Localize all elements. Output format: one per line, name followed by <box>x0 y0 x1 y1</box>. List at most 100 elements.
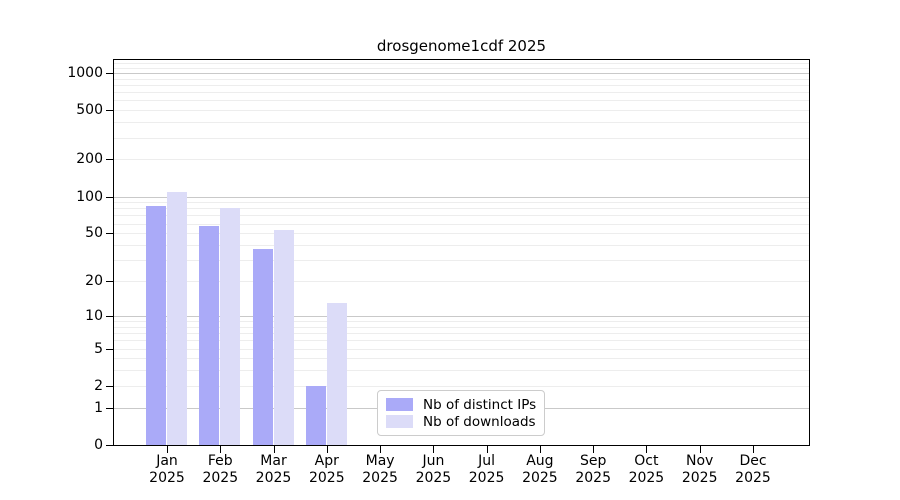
y-tick <box>106 110 113 112</box>
minor-gridline <box>114 370 809 372</box>
month-label: Apr <box>314 453 339 469</box>
x-tick <box>220 446 222 453</box>
y-tick <box>106 348 113 350</box>
y-tick-label: 20 <box>85 273 103 289</box>
y-tick-label: 500 <box>76 102 103 119</box>
month-label: Aug <box>526 453 554 469</box>
minor-gridline <box>114 321 809 322</box>
month-label: Sep <box>579 453 607 469</box>
x-tick <box>326 446 328 453</box>
minor-gridline <box>114 137 809 139</box>
x-tick-label-jan: Jan 2025 <box>137 453 197 487</box>
distinct-ips-swatch <box>386 398 413 411</box>
year-label: 2025 <box>522 470 558 486</box>
year-label: 2025 <box>628 470 665 486</box>
minor-gridline <box>114 92 809 94</box>
x-tick <box>167 446 168 453</box>
legend: Nb of distinct IPs Nb of downloads <box>377 390 545 436</box>
minor-gridline <box>114 159 809 161</box>
minor-gridline <box>114 110 809 112</box>
minor-gridline <box>114 358 809 360</box>
year-label: 2025 <box>681 470 718 486</box>
major-gridline <box>114 196 809 198</box>
x-tick-label-feb: Feb 2025 <box>190 453 250 487</box>
major-gridline <box>114 315 809 317</box>
minor-gridline <box>114 223 809 225</box>
x-tick <box>753 446 754 453</box>
year-label: 2025 <box>308 470 345 486</box>
x-tick <box>273 446 275 453</box>
y-tick-label: 50 <box>85 225 103 242</box>
bar-distinct-ips-jan <box>146 206 166 445</box>
x-tick <box>539 446 541 453</box>
month-label: Feb <box>207 453 233 469</box>
x-tick-label-sep: Sep 2025 <box>563 453 623 487</box>
y-tick-label: 5 <box>94 340 103 357</box>
minor-gridline <box>114 245 809 246</box>
x-tick-label-aug: Aug 2025 <box>510 453 570 487</box>
x-tick-label-mar: Mar 2025 <box>244 453 304 487</box>
minor-gridline <box>114 340 809 342</box>
x-tick <box>699 446 701 453</box>
y-tick <box>106 72 113 74</box>
plot-area <box>113 59 810 446</box>
month-label: Jul <box>478 453 496 469</box>
y-tick <box>106 407 113 409</box>
minor-gridline <box>114 348 809 350</box>
month-label: Dec <box>739 453 767 469</box>
minor-gridline <box>114 208 809 210</box>
minor-gridline <box>114 260 809 262</box>
y-tick-label: 2 <box>94 377 103 394</box>
bar-downloads-apr <box>326 302 347 445</box>
bar-distinct-ips-apr <box>305 385 326 445</box>
x-tick-label-jul: Jul 2025 <box>457 453 517 487</box>
month-label: Jun <box>422 453 445 469</box>
y-tick-label: 1 <box>94 399 103 416</box>
bar-distinct-ips-feb <box>199 226 220 445</box>
y-tick-label: 200 <box>76 151 103 168</box>
x-tick <box>593 446 595 453</box>
major-gridline <box>114 72 809 74</box>
minor-gridline <box>114 215 809 217</box>
year-label: 2025 <box>575 470 611 486</box>
x-tick-label-apr: Apr 2025 <box>297 453 357 487</box>
minor-gridline <box>114 385 809 387</box>
y-tick <box>106 196 113 198</box>
minor-gridline <box>114 67 809 69</box>
y-tick-label: 0 <box>94 437 103 453</box>
legend-label: Nb of downloads <box>423 413 536 430</box>
bar-distinct-ips-mar <box>252 249 273 445</box>
month-label: Oct <box>634 453 659 469</box>
year-label: 2025 <box>468 470 505 486</box>
bar-downloads-feb <box>220 208 241 445</box>
x-tick-label-nov: Nov 2025 <box>670 453 730 487</box>
month-label: Jan <box>156 453 178 469</box>
x-tick-label-dec: Dec 2025 <box>723 453 783 487</box>
downloads-swatch <box>386 415 413 428</box>
x-tick <box>486 446 488 453</box>
y-tick <box>106 385 113 387</box>
year-label: 2025 <box>149 470 185 486</box>
y-tick-label: 1000 <box>67 64 103 81</box>
minor-gridline <box>114 333 809 334</box>
x-tick <box>646 446 648 453</box>
y-tick <box>106 281 113 282</box>
x-tick-label-oct: Oct 2025 <box>616 453 676 487</box>
legend-label: Nb of distinct IPs <box>423 396 537 413</box>
minor-gridline <box>114 78 809 80</box>
minor-gridline <box>114 100 809 102</box>
minor-gridline <box>114 202 809 204</box>
y-tick <box>106 233 113 235</box>
year-label: 2025 <box>415 470 452 486</box>
legend-item-downloads: Nb of downloads <box>386 413 536 430</box>
bar-downloads-mar <box>273 230 294 445</box>
month-label: Nov <box>686 453 714 469</box>
year-label: 2025 <box>202 470 239 486</box>
x-tick <box>433 446 435 453</box>
minor-gridline <box>114 233 809 235</box>
y-tick <box>106 445 113 446</box>
year-label: 2025 <box>735 470 771 486</box>
y-tick <box>106 159 113 161</box>
minor-gridline <box>114 281 809 282</box>
